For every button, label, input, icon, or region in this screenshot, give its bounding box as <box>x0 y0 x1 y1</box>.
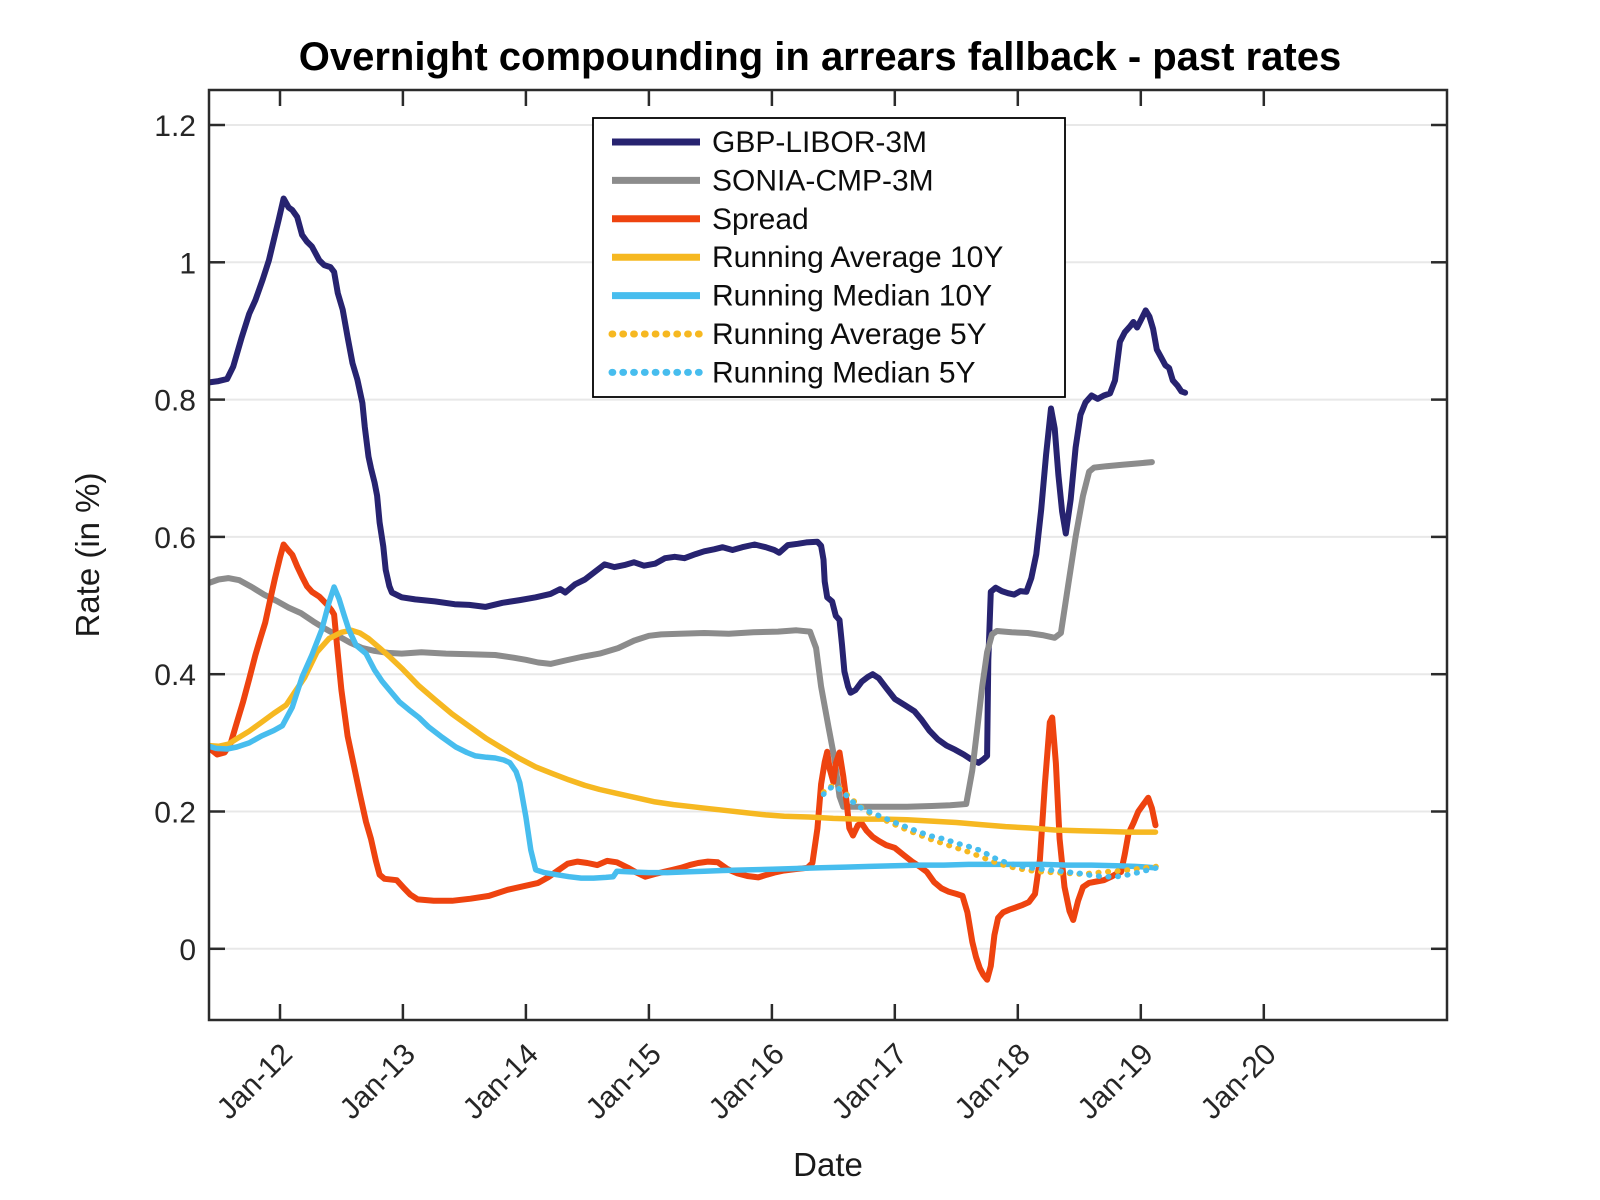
x-axis-label: Date <box>793 1146 863 1183</box>
legend-entry-sonia-cmp-3m: SONIA-CMP-3M <box>612 164 934 197</box>
x-tick-label: Jan-12 <box>211 1038 299 1126</box>
y-tick-label: 0.2 <box>154 797 196 830</box>
series-running-median-5y-line <box>820 783 1160 880</box>
axes <box>207 88 1449 1022</box>
series-running-average-10y-line <box>209 627 1159 835</box>
series-running-median-10y-line <box>209 584 1158 881</box>
legend-entry-gbp-libor-3m: GBP-LIBOR-3M <box>612 126 927 159</box>
legend-label: Spread <box>712 203 809 236</box>
y-tick-label: 1.2 <box>154 110 196 143</box>
x-tick-label: Jan-15 <box>580 1038 668 1126</box>
plot-border <box>207 88 1449 1022</box>
x-tick-label: Jan-20 <box>1195 1038 1283 1126</box>
legend-label: GBP-LIBOR-3M <box>712 126 927 159</box>
legend-label: SONIA-CMP-3M <box>712 164 934 197</box>
legend-label: Running Average 10Y <box>712 241 1003 274</box>
legend-entry-running-average-5y: Running Average 5Y <box>608 318 987 351</box>
chart-title: Overnight compounding in arrears fallbac… <box>299 35 1341 79</box>
y-tick-label: 0.8 <box>154 385 196 418</box>
legend-label: Running Average 5Y <box>712 318 987 351</box>
series-lines <box>209 195 1189 983</box>
y-tick-label: 0 <box>179 934 196 967</box>
legend-entry-running-average-10y: Running Average 10Y <box>612 241 1003 274</box>
legend: GBP-LIBOR-3M SONIA-CMP-3M Spread Running Av… <box>592 117 1066 398</box>
y-tick-label: 0.4 <box>154 659 196 692</box>
legend-entry-spread: Spread <box>612 203 809 236</box>
y-tick-label: 1 <box>179 247 196 280</box>
legend-label: Running Median 5Y <box>712 356 976 389</box>
legend-label: Running Median 10Y <box>712 280 992 313</box>
series-gbp-libor-3m-line <box>209 195 1189 766</box>
legend-entry-running-median-10y: Running Median 10Y <box>612 280 992 313</box>
x-tick-label: Jan-17 <box>826 1038 914 1126</box>
x-tick-label: Jan-13 <box>334 1038 422 1126</box>
x-tick-label: Jan-19 <box>1072 1038 1160 1126</box>
x-tick-label: Jan-16 <box>703 1038 791 1126</box>
x-tick-label: Jan-14 <box>457 1038 545 1126</box>
series-spread-line <box>209 541 1159 983</box>
legend-entry-running-median-5y: Running Median 5Y <box>608 356 976 389</box>
x-tick-label: Jan-18 <box>949 1038 1037 1126</box>
y-axis-label: Rate (in %) <box>69 472 106 637</box>
y-tick-label: 0.6 <box>154 522 196 555</box>
series-sonia-cmp-3m-line <box>209 459 1155 810</box>
